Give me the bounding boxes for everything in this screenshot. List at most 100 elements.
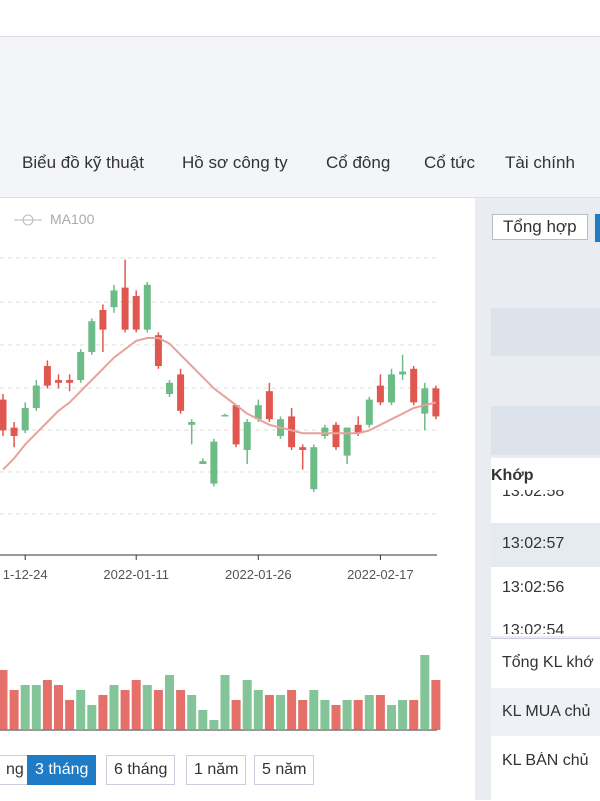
period-button[interactable]: 3 tháng <box>27 755 97 785</box>
volume-bar <box>42 680 52 730</box>
tab[interactable]: Tài chính <box>505 153 575 172</box>
tab[interactable]: Hồ sơ công ty <box>182 153 288 172</box>
volume-bar <box>364 695 374 730</box>
candle-body <box>66 380 74 383</box>
candle-body <box>99 310 107 330</box>
period-button[interactable]: 6 tháng <box>106 755 176 785</box>
volume-bar <box>98 695 108 730</box>
candle-body <box>110 290 118 308</box>
volume-bar <box>375 695 385 730</box>
candle-body <box>154 335 162 366</box>
top-bar <box>0 0 600 37</box>
candle-body <box>132 296 140 330</box>
volume-bar <box>431 680 441 730</box>
button[interactable]: Tổng hợp <box>492 214 588 240</box>
volume-bar <box>65 700 75 730</box>
volume-bar <box>87 705 97 730</box>
volume-bar <box>0 670 8 730</box>
volume-bar <box>253 690 263 730</box>
match-header: Khớp <box>491 467 534 484</box>
tab[interactable]: Cổ đông <box>326 153 391 172</box>
time: 13:02:57 <box>502 535 565 552</box>
volume-bar <box>276 695 285 730</box>
volume-bar <box>120 690 130 730</box>
candle-body <box>21 408 29 431</box>
stripe <box>491 688 600 736</box>
x-tick-label: 2022-01-11 <box>103 567 169 582</box>
period-button[interactable]: 5 năm <box>254 755 315 785</box>
stripe <box>491 406 600 455</box>
tab[interactable]: Cổ tức <box>424 153 476 172</box>
volume-bar <box>309 690 319 730</box>
volume-bar <box>20 685 30 730</box>
volume-bar <box>176 690 186 730</box>
candle-body <box>143 284 151 330</box>
candle-body <box>410 368 418 403</box>
period-button[interactable]: 1 năm <box>186 755 247 785</box>
candle-body <box>43 366 51 386</box>
volume-bar <box>298 700 308 730</box>
x-tick-label: 2022-01-26 <box>225 567 292 582</box>
volume-bar <box>387 705 396 730</box>
period-button[interactable]: ng <box>0 755 32 785</box>
header <box>0 37 600 198</box>
candle-body <box>376 385 384 403</box>
candle-body <box>321 427 329 436</box>
candle-body <box>254 405 262 420</box>
volume-bar <box>209 720 219 730</box>
volume-bar <box>420 655 430 730</box>
ma-line <box>2 337 437 471</box>
time: 13:02:54 <box>502 622 600 634</box>
volume-bar <box>76 690 86 730</box>
candle-body <box>365 399 373 425</box>
time: 13:02:56 <box>502 579 565 596</box>
volume-bar <box>331 705 341 730</box>
candle-body <box>121 287 129 330</box>
volume-bar <box>54 685 63 730</box>
volume-bar <box>231 700 241 730</box>
volume-bar <box>31 685 41 730</box>
candle-body <box>343 427 351 456</box>
candle-body <box>421 388 429 414</box>
x-tick-label: 2022-02-17 <box>347 567 414 582</box>
volume-bar <box>142 685 152 730</box>
candle-body <box>221 415 229 417</box>
volume-bar <box>153 690 163 730</box>
x-tick-label: 1-12-24 <box>3 567 48 582</box>
time: 13:02:58 <box>502 490 600 503</box>
candle-body <box>210 441 218 484</box>
candle-body <box>354 424 362 434</box>
stat-label: KL MUA chủ <box>502 703 591 720</box>
candle-body <box>310 447 318 490</box>
candle-body <box>177 374 185 411</box>
candle-body <box>188 422 196 425</box>
candle-body <box>88 321 96 352</box>
tab[interactable]: Biểu đồ kỹ thuật <box>22 153 144 172</box>
candle-body <box>166 382 173 394</box>
time: 13:02:58 <box>502 490 565 500</box>
volume-bar <box>220 675 230 730</box>
volume-bar <box>409 700 419 730</box>
time: 13:02:54 <box>502 622 565 634</box>
candle-body <box>0 399 7 431</box>
stat-label: KL BÁN chủ <box>502 752 589 769</box>
candle-body <box>10 427 18 436</box>
candle-body <box>77 352 85 380</box>
candle-body <box>55 380 62 383</box>
volume-bar <box>264 695 274 730</box>
candle-body <box>32 385 40 408</box>
legend-label: MA100 <box>50 211 95 227</box>
volume-bar <box>165 675 174 730</box>
candle-body <box>399 371 407 375</box>
stat-label: Tổng KL khớ <box>502 654 594 671</box>
volume-bar <box>198 710 208 730</box>
candle-body <box>388 374 395 403</box>
volume-bar <box>320 700 330 730</box>
candle-body <box>288 416 296 448</box>
volume-bar <box>287 690 297 730</box>
candle-body <box>299 447 307 450</box>
stripe <box>491 523 600 567</box>
volume-bar <box>109 685 119 730</box>
stripe <box>491 308 600 356</box>
